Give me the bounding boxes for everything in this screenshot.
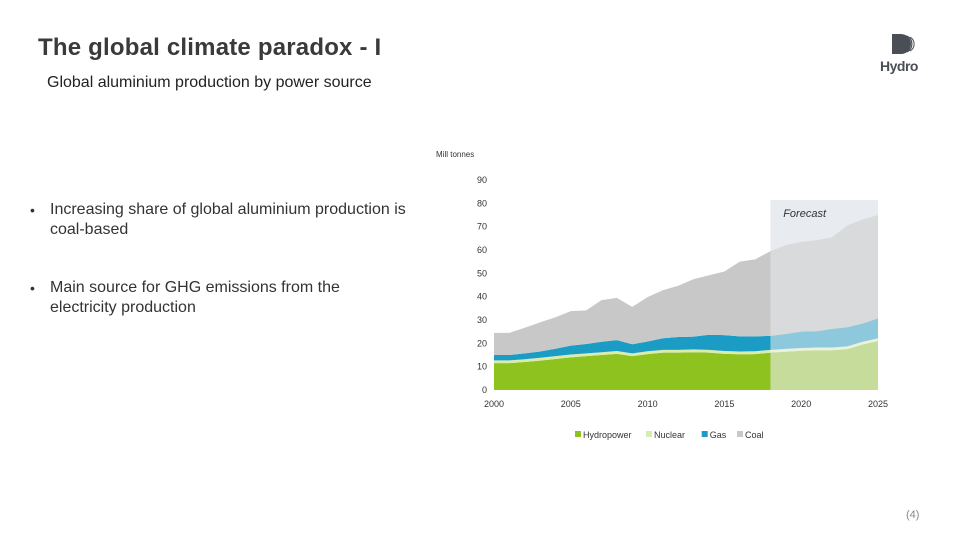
y-tick-label: 0 [482,385,487,395]
area-gas [494,334,771,361]
logo-text: Hydro [880,58,918,74]
hydro-logo-icon [892,34,915,54]
x-tick-label: 2015 [714,399,734,409]
legend-swatch-nuclear [646,431,652,437]
forecast-label: Forecast [783,208,827,220]
legend-swatch-hydropower [575,431,581,437]
x-tick-label: 2025 [868,399,888,409]
y-tick-label: 70 [477,222,487,232]
slide-title: The global climate paradox - I [38,34,382,61]
legend-swatch-gas [701,431,708,437]
bullet-dot: • [30,280,35,296]
y-tick-label: 40 [477,292,487,302]
area-coal [494,251,771,355]
y-tick-label: 80 [477,198,487,208]
x-tick-label: 2005 [561,399,581,409]
area-nuclear [494,349,771,364]
legend-label-coal: Coal [745,430,764,440]
bullet-list: • Increasing share of global aluminium p… [30,200,410,356]
y-tick-label: 60 [477,245,487,255]
y-tick-label: 50 [477,268,487,278]
area-hydropower [494,352,771,390]
bullet-item: • Main source for GHG emissions from the… [30,278,410,318]
area-hydropower-forecast [770,341,878,390]
bullet-text: Main source for GHG emissions from the e… [50,279,340,316]
y-tick-label: 20 [477,338,487,348]
y-tick-label: 90 [477,175,487,185]
x-tick-label: 2010 [638,399,658,409]
bullet-item: • Increasing share of global aluminium p… [30,200,410,240]
y-axis-label: Mill tonnes [436,150,474,159]
area-coal-forecast [770,215,878,336]
bullet-text: Increasing share of global aluminium pro… [50,201,406,238]
y-tick-label: 10 [477,362,487,372]
bullet-dot: • [30,202,35,218]
page-number: (4) [906,509,920,521]
legend-label-nuclear: Nuclear [654,430,685,440]
legend-label-gas: Gas [710,430,727,440]
area-gas-forecast [770,318,878,350]
legend-label-hydropower: Hydropower [583,430,632,440]
x-tick-label: 2020 [791,399,811,409]
slide-subtitle: Global aluminium production by power sou… [47,74,372,91]
x-tick-label: 2000 [484,399,504,409]
area-nuclear-forecast [770,338,878,353]
y-tick-label: 30 [477,315,487,325]
legend-swatch-coal [737,431,743,437]
